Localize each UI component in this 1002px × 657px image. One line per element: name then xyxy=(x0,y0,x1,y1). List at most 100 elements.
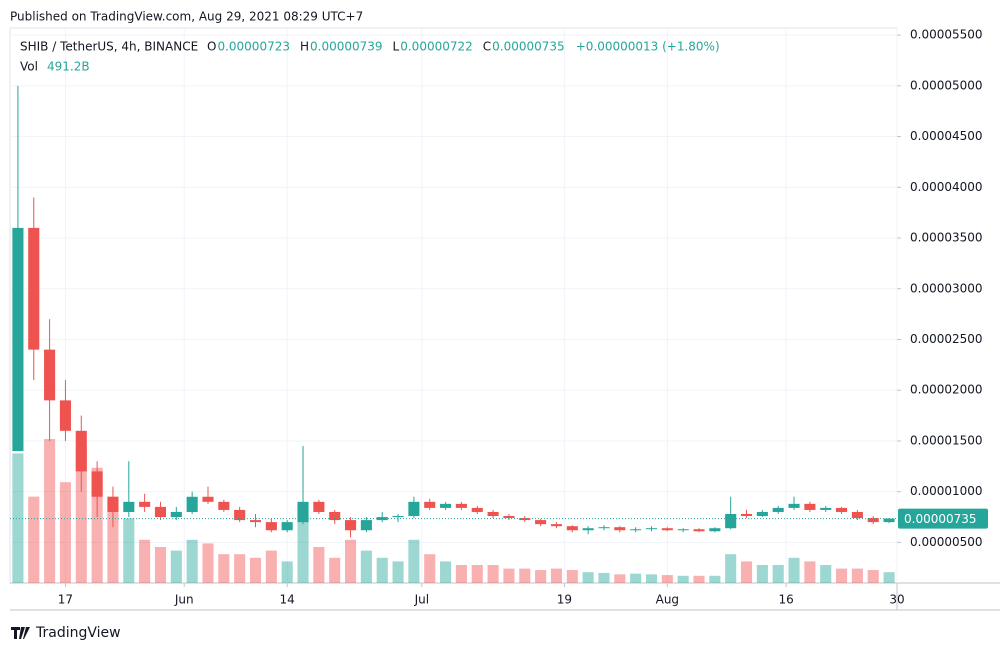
volume-layer xyxy=(12,439,895,583)
volume-bar xyxy=(59,482,71,583)
candle-body xyxy=(772,507,784,512)
candle-body xyxy=(645,528,658,530)
x-tick-label: 19 xyxy=(557,593,572,607)
volume-bar xyxy=(360,550,372,583)
candle-body xyxy=(123,501,135,512)
volume-bar xyxy=(249,557,262,583)
candle-body xyxy=(360,520,372,531)
ohlc-value: 0.00000739 xyxy=(310,40,383,54)
volume-bar xyxy=(487,565,499,583)
volume-bar xyxy=(107,496,119,583)
candle-body xyxy=(249,520,262,523)
volume-bar xyxy=(376,557,388,583)
volume-bar xyxy=(234,554,246,583)
candle-body xyxy=(91,471,103,497)
candle-body xyxy=(44,349,56,401)
candle-body xyxy=(614,527,626,531)
y-tick-label: 0.00002500 xyxy=(910,332,983,346)
published-note: Published on TradingView.com, Aug 29, 20… xyxy=(10,10,363,24)
volume-bar xyxy=(392,561,404,583)
candle-body xyxy=(392,516,404,518)
candle-body xyxy=(313,501,325,512)
vol-key: Vol xyxy=(20,60,38,74)
volume-bar xyxy=(867,570,879,583)
volume-bar xyxy=(440,561,452,583)
candle-body xyxy=(12,227,24,452)
candle-body xyxy=(154,506,167,518)
x-tick-label: Jul xyxy=(414,593,429,607)
last-price-label: 0.00000735 xyxy=(904,512,977,526)
symbol: SHIB / TetherUS, 4h, BINANCE xyxy=(20,40,198,54)
candle-body xyxy=(883,518,895,523)
ohlc-value: 0.00000722 xyxy=(400,40,473,54)
volume-bar xyxy=(804,561,816,583)
volume-bar xyxy=(170,550,182,583)
volume-bar xyxy=(772,565,784,583)
volume-bar xyxy=(218,554,230,583)
volume-bar xyxy=(836,568,848,583)
volume-bar xyxy=(424,554,436,583)
candle-body xyxy=(725,514,737,529)
y-tick-label: 0.00001500 xyxy=(910,433,983,447)
x-tick-label: Aug xyxy=(656,593,679,607)
candle-body xyxy=(455,503,467,508)
candle-body xyxy=(170,511,182,518)
candle-body xyxy=(598,527,610,529)
volume-bar xyxy=(693,575,705,583)
ohlc-key: L xyxy=(393,40,400,54)
candle-body xyxy=(234,509,246,521)
footer-logo: TradingView xyxy=(11,625,121,641)
volume-bar xyxy=(756,565,768,583)
volume-bar xyxy=(154,547,167,583)
x-tick-label: 14 xyxy=(280,593,295,607)
volume-bar xyxy=(91,467,103,583)
volume-bar xyxy=(75,446,87,583)
y-tick-label: 0.00001000 xyxy=(910,484,983,498)
candle-body xyxy=(740,514,753,517)
volume-bar xyxy=(630,573,642,583)
candle-body xyxy=(471,507,483,512)
candle-body xyxy=(297,501,309,523)
candle-body xyxy=(519,518,531,521)
candle-body xyxy=(582,528,594,531)
brand: TradingView xyxy=(35,625,121,641)
candle-body xyxy=(202,496,214,502)
candle-body xyxy=(566,526,578,531)
volume-bar xyxy=(28,496,40,583)
candle-layer xyxy=(12,85,895,538)
candle-body xyxy=(28,227,40,350)
candle-body xyxy=(788,503,800,508)
ohlc-value: 0.00000735 xyxy=(492,40,565,54)
volume-bar xyxy=(677,575,689,583)
y-tick-label: 0.00000500 xyxy=(910,535,983,549)
volume-bar xyxy=(44,439,56,583)
candle-body xyxy=(804,503,816,510)
candle-body xyxy=(329,511,341,521)
plot-frame xyxy=(9,27,898,584)
volume-bar xyxy=(471,565,483,583)
axes: 0.00005500 0.00005000 0.00004500 0.00004000… xyxy=(10,28,988,607)
candle-body xyxy=(836,507,848,512)
y-tick-label: 0.00003000 xyxy=(910,281,983,295)
candle-body xyxy=(756,511,768,517)
candle-body xyxy=(139,501,151,507)
volume-bar xyxy=(313,547,325,583)
y-tick-label: 0.00004000 xyxy=(910,180,983,194)
candle-body xyxy=(345,520,357,531)
volume-bar xyxy=(297,518,309,583)
volume-bar xyxy=(820,565,832,583)
volume-bar xyxy=(186,539,198,583)
candle-body xyxy=(661,528,673,531)
volume-bar xyxy=(740,561,753,583)
volume-bar xyxy=(503,568,515,583)
candle-body xyxy=(408,501,420,517)
volume-bar xyxy=(281,561,293,583)
y-tick-label: 0.00005500 xyxy=(910,28,983,42)
candle-body xyxy=(424,501,436,508)
volume-bar xyxy=(582,572,594,583)
ohlc-key: C xyxy=(483,40,491,54)
volume-bar xyxy=(265,550,277,583)
x-tick-label: 16 xyxy=(778,593,793,607)
ohlc-value: +0.00000013 (+1.80%) xyxy=(576,40,720,54)
volume-bar xyxy=(614,574,626,583)
